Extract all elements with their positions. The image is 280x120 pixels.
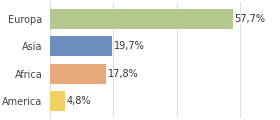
Bar: [50, 36, 112, 56]
Text: 4,8%: 4,8%: [67, 96, 91, 106]
Bar: [50, 9, 233, 29]
Text: 17,8%: 17,8%: [108, 69, 139, 79]
Bar: [50, 64, 106, 84]
Text: 19,7%: 19,7%: [114, 41, 145, 51]
Bar: [50, 91, 65, 111]
Text: 57,7%: 57,7%: [234, 14, 265, 24]
